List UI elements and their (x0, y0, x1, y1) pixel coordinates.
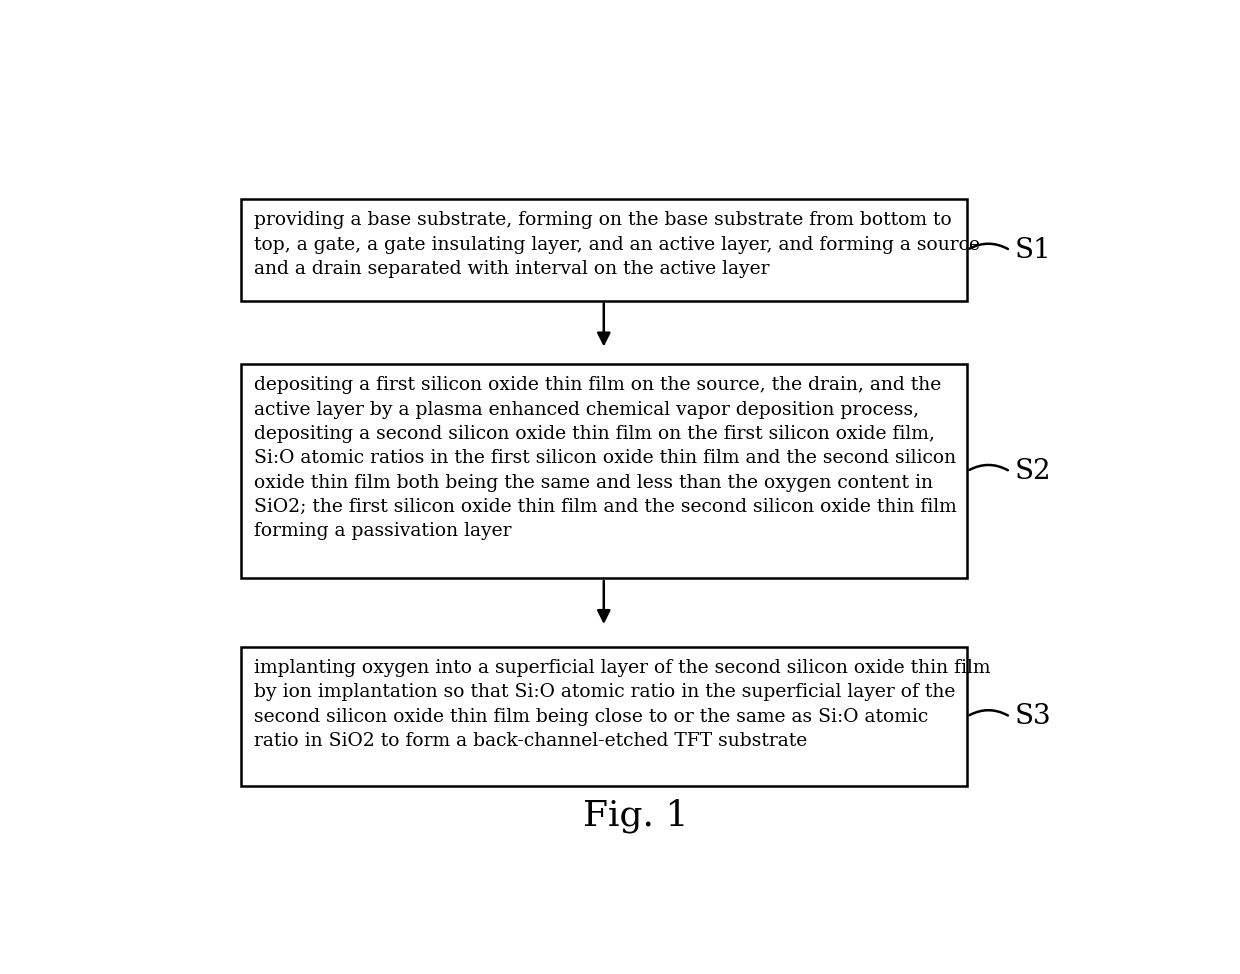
Text: depositing a first silicon oxide thin film on the source, the drain, and the
act: depositing a first silicon oxide thin fi… (254, 376, 957, 541)
Bar (242, 200, 967, 301)
Bar (242, 364, 967, 579)
Text: S3: S3 (1016, 703, 1052, 730)
Text: S2: S2 (1016, 458, 1052, 485)
Text: implanting oxygen into a superficial layer of the second silicon oxide thin film: implanting oxygen into a superficial lay… (254, 659, 991, 750)
Text: S1: S1 (1016, 237, 1052, 264)
Bar (242, 647, 967, 786)
Text: providing a base substrate, forming on the base substrate from bottom to
top, a : providing a base substrate, forming on t… (254, 211, 980, 278)
Text: Fig. 1: Fig. 1 (583, 799, 688, 833)
